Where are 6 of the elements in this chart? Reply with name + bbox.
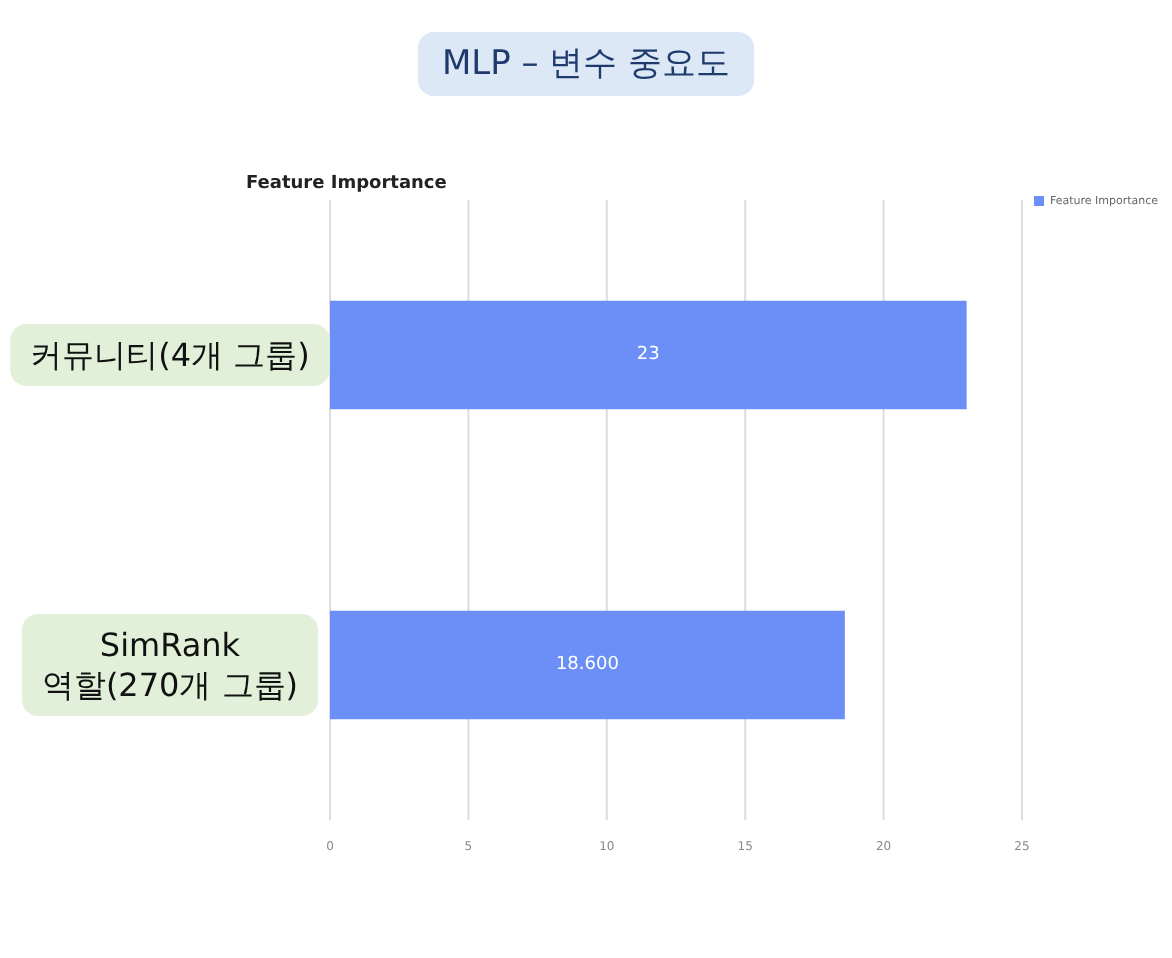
y-tick-label: SimRank 역할(270개 그룹): [41, 626, 299, 704]
data-label: 23: [636, 345, 660, 365]
chart-subtitle: Feature Importance: [246, 174, 447, 194]
y-tick-label: 커뮤니티(4개 그룹): [30, 336, 310, 374]
chart-title: MLP – 변수 중요도: [441, 44, 731, 84]
data-label: 18.600: [555, 655, 620, 675]
